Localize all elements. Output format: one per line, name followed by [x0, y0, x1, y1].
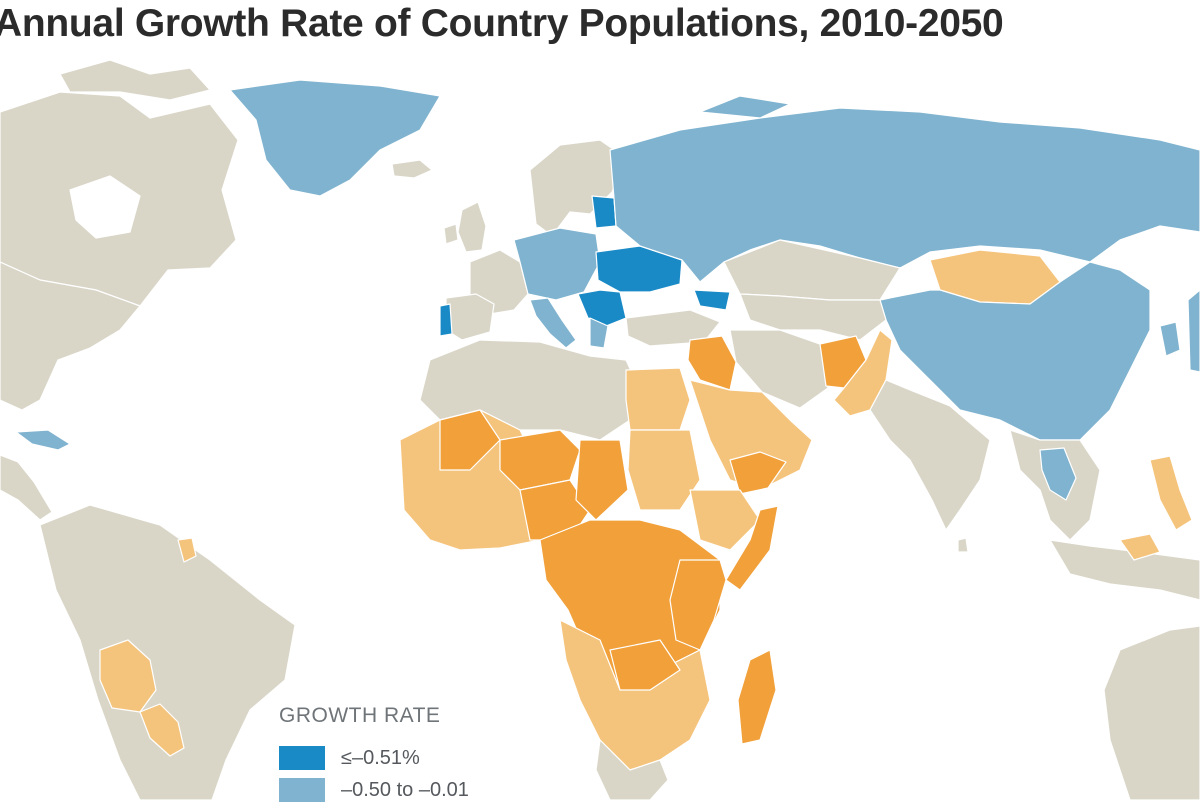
region-greece [589, 317, 609, 349]
region-uk [457, 201, 487, 253]
region-central-europe [513, 227, 601, 301]
region-ethiopia [689, 489, 761, 551]
region-united-states [0, 261, 141, 411]
legend-swatch [279, 746, 325, 770]
region-caucasus [693, 289, 731, 311]
legend-label: –0.50 to –0.01 [341, 778, 469, 801]
region-egypt [625, 367, 691, 431]
region-central-asia [739, 293, 887, 341]
region-somalia [725, 505, 779, 591]
region-malaysia [1119, 533, 1161, 561]
region-east-africa [669, 559, 727, 651]
region-south-america [39, 504, 296, 800]
region-paraguay [139, 703, 185, 757]
region-south-africa [595, 739, 669, 800]
region-korea [1159, 321, 1181, 357]
region-spain [445, 293, 495, 341]
region-zambia [609, 639, 681, 691]
region-iceland [391, 159, 433, 179]
map-title: Annual Growth Rate of Country Population… [0, 2, 1004, 45]
region-baltics [591, 195, 617, 229]
legend: GROWTH RATE ≤–0.51% –0.50 to –0.01 [279, 704, 599, 810]
region-italy [529, 297, 577, 349]
region-australia [1103, 625, 1200, 800]
region-thailand [1039, 447, 1077, 501]
region-yemen [729, 451, 787, 495]
region-guiana [177, 537, 197, 563]
region-hudson-bay [69, 175, 141, 239]
region-russia-islands [699, 95, 791, 119]
legend-item: –0.50 to –0.01 [279, 778, 599, 802]
region-iran [729, 329, 829, 409]
region-cuba [15, 429, 71, 451]
region-indonesia [1049, 539, 1200, 601]
region-madagascar [737, 649, 777, 745]
legend-swatch [279, 778, 325, 802]
region-india [869, 379, 991, 531]
region-japan [1187, 289, 1200, 373]
region-mali [439, 409, 501, 471]
region-canada-islands [59, 59, 211, 101]
region-russia [609, 107, 1200, 283]
region-sri-lanka [957, 537, 969, 553]
region-chad [575, 439, 629, 521]
legend-item: ≤–0.51% [279, 746, 599, 770]
region-mexico [0, 454, 53, 521]
region-balkans [577, 289, 627, 327]
region-portugal [439, 303, 453, 337]
region-greenland [229, 79, 441, 197]
legend-title: GROWTH RATE [279, 704, 441, 727]
region-philippines [1149, 455, 1193, 531]
region-bolivia [99, 639, 157, 713]
region-china [879, 261, 1151, 441]
legend-label: ≤–0.51% [341, 746, 420, 769]
region-ireland [443, 223, 459, 245]
region-sudan [627, 429, 701, 511]
